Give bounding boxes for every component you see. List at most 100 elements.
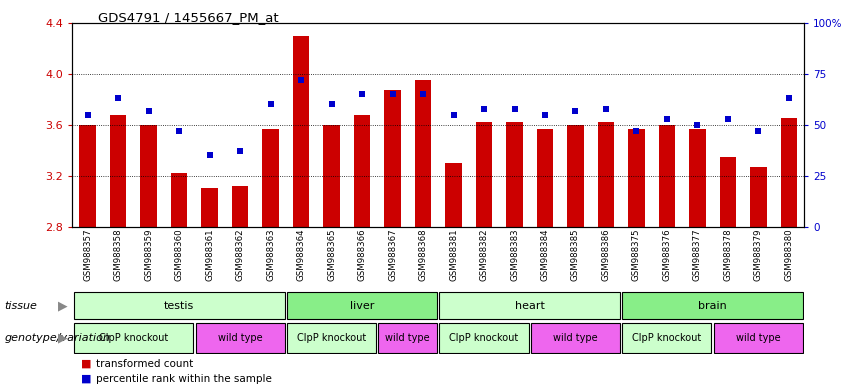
Text: GSM988362: GSM988362	[236, 228, 244, 281]
Point	[81, 112, 94, 118]
Text: testis: testis	[164, 301, 194, 311]
Bar	[659, 125, 676, 227]
Text: GSM988361: GSM988361	[205, 228, 214, 281]
Point	[477, 106, 491, 112]
Text: transformed count: transformed count	[96, 359, 193, 369]
Point	[538, 112, 551, 118]
Bar	[445, 163, 462, 227]
Point	[599, 106, 613, 112]
Text: GSM988358: GSM988358	[113, 228, 123, 281]
Bar	[384, 91, 401, 227]
Bar	[354, 115, 370, 227]
Text: GSM988379: GSM988379	[754, 228, 763, 281]
Bar	[439, 323, 528, 353]
Text: GSM988368: GSM988368	[419, 228, 427, 281]
Point	[508, 106, 522, 112]
Point	[203, 152, 216, 159]
Bar	[73, 292, 284, 319]
Point	[355, 91, 368, 98]
Bar	[567, 125, 584, 227]
Bar	[231, 186, 248, 227]
Bar	[689, 129, 705, 227]
Text: GSM988359: GSM988359	[144, 228, 153, 281]
Text: GSM988375: GSM988375	[632, 228, 641, 281]
Bar	[171, 173, 187, 227]
Bar	[323, 125, 340, 227]
Bar	[414, 80, 431, 227]
Point	[294, 77, 308, 83]
Text: percentile rank within the sample: percentile rank within the sample	[96, 374, 272, 384]
Bar	[622, 323, 711, 353]
Bar	[73, 323, 193, 353]
Point	[660, 116, 674, 122]
Bar	[287, 292, 437, 319]
Text: wild type: wild type	[218, 333, 262, 343]
Text: GSM988386: GSM988386	[602, 228, 610, 281]
Point	[386, 91, 399, 98]
Text: ClpP knockout: ClpP knockout	[297, 333, 366, 343]
Point	[630, 128, 643, 134]
Text: tissue: tissue	[4, 301, 37, 311]
Point	[416, 91, 430, 98]
Text: genotype/variation: genotype/variation	[4, 333, 110, 343]
Text: brain: brain	[699, 301, 727, 311]
Text: GSM988380: GSM988380	[785, 228, 793, 281]
Text: GSM988384: GSM988384	[540, 228, 550, 281]
Bar	[506, 122, 523, 227]
Text: GSM988382: GSM988382	[479, 228, 488, 281]
Bar	[439, 292, 620, 319]
Bar	[476, 122, 493, 227]
Text: liver: liver	[350, 301, 374, 311]
Bar	[140, 125, 157, 227]
Text: ▶: ▶	[59, 332, 68, 345]
Text: GSM988367: GSM988367	[388, 228, 397, 281]
Bar	[714, 323, 803, 353]
Bar	[201, 189, 218, 227]
Bar	[628, 129, 645, 227]
Text: GDS4791 / 1455667_PM_at: GDS4791 / 1455667_PM_at	[98, 12, 278, 25]
Bar	[379, 323, 437, 353]
Text: GSM988365: GSM988365	[327, 228, 336, 281]
Text: GSM988357: GSM988357	[83, 228, 92, 281]
Bar	[293, 36, 310, 227]
Point	[142, 108, 156, 114]
Text: ClpP knockout: ClpP knockout	[449, 333, 518, 343]
Text: heart: heart	[515, 301, 545, 311]
Point	[782, 95, 796, 101]
Point	[568, 108, 582, 114]
Bar	[262, 129, 279, 227]
Text: ■: ■	[81, 359, 91, 369]
Text: GSM988360: GSM988360	[174, 228, 184, 281]
Text: GSM988377: GSM988377	[693, 228, 702, 281]
Text: wild type: wild type	[553, 333, 597, 343]
Point	[111, 95, 125, 101]
Point	[233, 148, 247, 154]
Text: wild type: wild type	[386, 333, 430, 343]
Bar	[622, 292, 803, 319]
Bar	[110, 115, 127, 227]
Text: GSM988376: GSM988376	[662, 228, 671, 281]
Text: GSM988383: GSM988383	[510, 228, 519, 281]
Text: ClpP knockout: ClpP knockout	[99, 333, 168, 343]
Bar	[287, 323, 376, 353]
Bar	[750, 167, 767, 227]
Text: GSM988378: GSM988378	[723, 228, 733, 281]
Text: GSM988385: GSM988385	[571, 228, 580, 281]
Point	[325, 101, 339, 108]
Bar	[720, 157, 736, 227]
Text: GSM988364: GSM988364	[296, 228, 306, 281]
Text: GSM988381: GSM988381	[449, 228, 458, 281]
Bar	[531, 323, 620, 353]
Point	[721, 116, 734, 122]
Text: ClpP knockout: ClpP knockout	[632, 333, 701, 343]
Point	[447, 112, 460, 118]
Point	[172, 128, 186, 134]
Bar	[597, 122, 614, 227]
Point	[264, 101, 277, 108]
Text: ■: ■	[81, 374, 91, 384]
Point	[691, 122, 705, 128]
Point	[751, 128, 765, 134]
Text: GSM988366: GSM988366	[357, 228, 367, 281]
Text: ▶: ▶	[59, 299, 68, 312]
Bar	[780, 118, 797, 227]
